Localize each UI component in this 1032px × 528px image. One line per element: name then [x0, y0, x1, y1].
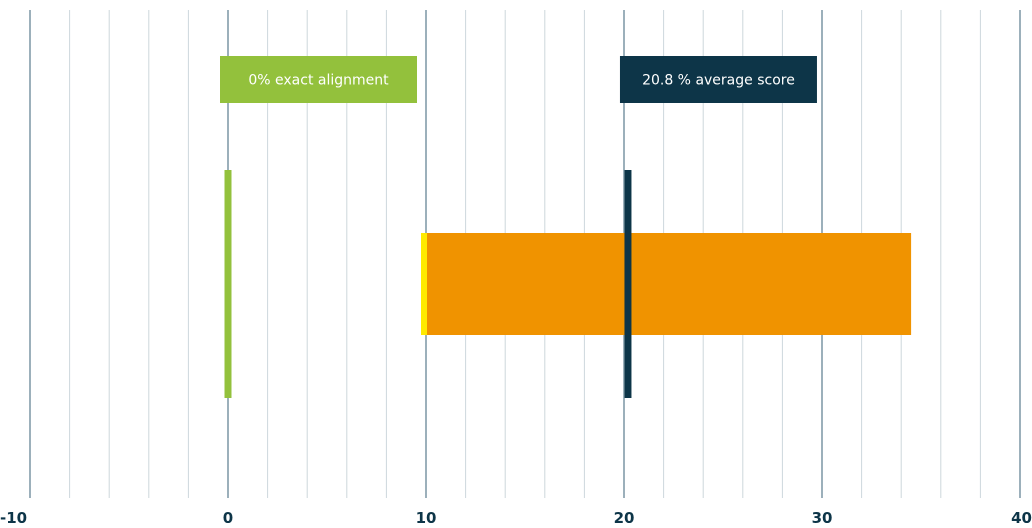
average_score-marker-line — [624, 170, 632, 398]
marker-labels: 0% exact alignment 20.8 % average score — [220, 56, 817, 103]
average_score-callout-box — [619, 56, 817, 103]
x-tick-label: 0 — [223, 509, 233, 527]
x-tick-label: 20 — [614, 509, 635, 527]
average_score-callout-label: 20.8 % average score — [642, 73, 795, 89]
x-tick-label: -10 — [0, 509, 27, 527]
range-bar — [426, 233, 912, 335]
x-tick-label: 30 — [812, 509, 833, 527]
x-tick-label: 40 — [1011, 509, 1032, 527]
exact_alignment-callout-label: 0% exact alignment — [248, 73, 389, 89]
exact_alignment-marker-line — [224, 170, 232, 398]
exact_alignment-callout-box — [220, 56, 417, 103]
markers — [224, 170, 632, 398]
range-bar-group — [421, 233, 912, 335]
range-bar-start-marker — [421, 233, 427, 335]
x-tick-label: 10 — [416, 509, 437, 527]
x-axis-tick-labels: -10 0 10 20 30 40 — [0, 509, 1032, 527]
